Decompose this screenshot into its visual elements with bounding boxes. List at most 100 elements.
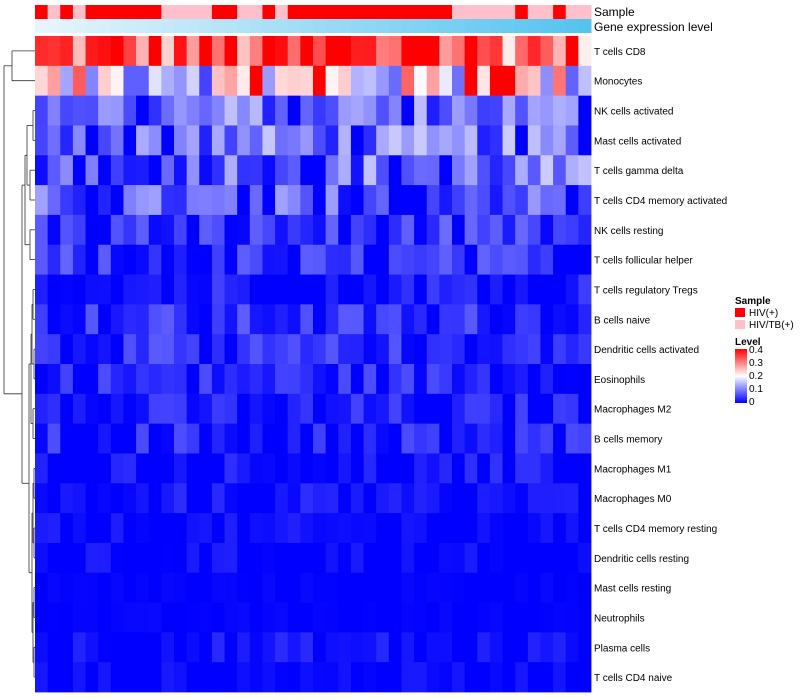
- heatmap-cell: [262, 214, 276, 246]
- heatmap-cell: [262, 393, 276, 425]
- heatmap-cell: [249, 513, 263, 544]
- heatmap-cell: [136, 632, 150, 663]
- heatmap-cell: [110, 304, 124, 335]
- heatmap-cell: [376, 155, 390, 186]
- heatmap-cell: [211, 453, 225, 484]
- heatmap-cell: [123, 185, 137, 216]
- gene-expression-cell: [60, 19, 74, 33]
- sample-annotation-cell: [527, 5, 541, 19]
- heatmap-cell: [464, 662, 478, 693]
- row-label: T cells CD4 memory activated: [594, 196, 727, 207]
- heatmap-cell: [527, 453, 541, 484]
- heatmap-cell: [287, 542, 301, 574]
- heatmap-cell: [540, 244, 554, 275]
- heatmap-cell: [287, 632, 301, 663]
- heatmap-cell: [439, 662, 453, 693]
- sample-annotation-cell: [123, 5, 137, 19]
- row-label: Macrophages M1: [594, 464, 672, 475]
- heatmap-cell: [350, 304, 364, 335]
- heatmap-cell: [376, 185, 390, 216]
- heatmap-cell: [414, 602, 428, 633]
- heatmap-cell: [60, 244, 74, 275]
- heatmap-cell: [439, 423, 453, 454]
- gene-expression-cell: [426, 19, 440, 33]
- heatmap-cell: [199, 214, 213, 246]
- heatmap-cell: [426, 483, 440, 514]
- row-label: Monocytes: [594, 77, 642, 88]
- heatmap-cell: [376, 36, 390, 67]
- heatmap-cell: [237, 364, 251, 395]
- heatmap-cell: [540, 185, 554, 216]
- heatmap-cell: [148, 36, 162, 67]
- heatmap-cell: [237, 393, 251, 425]
- heatmap-cell: [363, 155, 377, 186]
- heatmap-cell: [262, 36, 276, 67]
- heatmap-cell: [489, 304, 503, 335]
- heatmap-cell: [515, 572, 529, 603]
- heatmap-cell: [439, 274, 453, 305]
- heatmap-cell: [186, 304, 200, 335]
- heatmap-cell: [515, 662, 529, 693]
- gene-expression-cell: [464, 19, 478, 33]
- heatmap-cell: [489, 36, 503, 67]
- heatmap-cell: [47, 65, 61, 97]
- heatmap-cell: [224, 244, 238, 275]
- heatmap-cell: [249, 662, 263, 693]
- heatmap-cell: [325, 304, 339, 335]
- heatmap-cell: [452, 65, 466, 97]
- row-label: B cells naive: [594, 315, 651, 326]
- heatmap-cell: [186, 632, 200, 663]
- heatmap-cell: [439, 483, 453, 514]
- heatmap-cell: [60, 334, 74, 365]
- heatmap-cell: [161, 513, 175, 544]
- heatmap-cell: [527, 364, 541, 395]
- heatmap-cell: [325, 453, 339, 484]
- heatmap-cell: [414, 304, 428, 335]
- heatmap-cell: [186, 95, 200, 126]
- heatmap-cell: [313, 602, 327, 633]
- heatmap-cell: [388, 632, 402, 663]
- heatmap-cell: [262, 662, 276, 693]
- heatmap-cell: [540, 334, 554, 365]
- heatmap-cell: [47, 214, 61, 246]
- row-labels: T cells CD8 Monocytes NK cells activated Ma…: [594, 47, 727, 684]
- heatmap-cell: [211, 214, 225, 246]
- heatmap-cell: [199, 662, 213, 693]
- heatmap-cell: [262, 453, 276, 484]
- gene-expression-cell: [313, 19, 327, 33]
- heatmap-cell: [72, 662, 86, 693]
- heatmap-cell: [540, 65, 554, 97]
- heatmap-cell: [325, 602, 339, 633]
- heatmap-cell: [300, 513, 314, 544]
- heatmap-cell: [300, 125, 314, 156]
- heatmap-cell: [452, 95, 466, 126]
- heatmap-cell: [275, 274, 289, 305]
- gene-expression-bar: [35, 19, 592, 33]
- heatmap-cell: [85, 125, 99, 156]
- heatmap-cell: [426, 334, 440, 365]
- heatmap-cell: [275, 453, 289, 484]
- heatmap-cell: [85, 453, 99, 484]
- heatmap-cell: [161, 393, 175, 425]
- heatmap-cell: [186, 393, 200, 425]
- heatmap-cell: [186, 36, 200, 67]
- heatmap-cell: [161, 304, 175, 335]
- heatmap-cell: [199, 572, 213, 603]
- gene-expression-cell: [489, 19, 504, 33]
- heatmap-cell: [123, 334, 137, 365]
- heatmap-cell: [224, 214, 238, 246]
- heatmap-cell: [60, 36, 74, 67]
- sample-annotation-cell: [287, 5, 301, 19]
- sample-annotation-cell: [540, 5, 554, 19]
- sample-annotation-cell: [338, 5, 352, 19]
- heatmap-cell: [452, 453, 466, 484]
- legend-hivtb-label: HIV/TB(+): [749, 320, 794, 331]
- legend-level-tick: 0.4: [749, 345, 763, 356]
- heatmap-cell: [148, 125, 162, 156]
- heatmap-cell: [174, 423, 188, 454]
- heatmap-cell: [287, 572, 301, 603]
- row-label: Dendritic cells activated: [594, 345, 699, 356]
- heatmap-cell: [578, 572, 592, 603]
- heatmap-cell: [477, 125, 491, 156]
- heatmap-cell: [224, 125, 238, 156]
